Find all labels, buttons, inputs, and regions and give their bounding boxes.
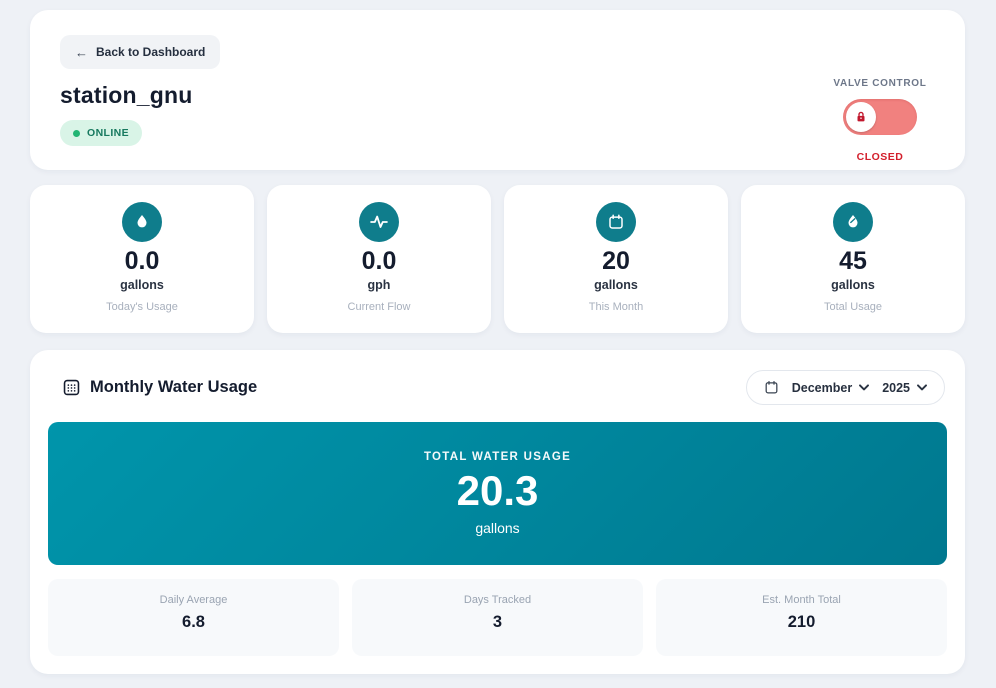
- valve-control: VALVE CONTROL CLOSED: [821, 78, 939, 163]
- stat-unit: gph: [367, 277, 391, 292]
- chevron-down-icon: [859, 384, 870, 391]
- substat-label: Days Tracked: [463, 594, 532, 606]
- total-usage-unit: gallons: [475, 519, 520, 536]
- substat-est-month-total: Est. Month Total 210: [656, 579, 947, 656]
- stat-label: Current Flow: [347, 300, 411, 313]
- substat-value: 3: [492, 613, 503, 631]
- stat-card-todays-usage: 0.0 gallons Today's Usage: [30, 185, 254, 333]
- substat-days-tracked: Days Tracked 3: [352, 579, 643, 656]
- stat-label: Total Usage: [823, 300, 883, 313]
- station-title: station_gnu: [60, 82, 193, 108]
- monthly-header: Monthly Water Usage December 2025: [48, 368, 947, 405]
- stat-unit: gallons: [831, 277, 875, 292]
- stat-value: 20: [602, 247, 630, 275]
- substat-value: 6.8: [182, 613, 205, 631]
- back-button-label: Back to Dashboard: [96, 45, 206, 59]
- stat-value: 0.0: [124, 247, 160, 275]
- back-to-dashboard-button[interactable]: ← Back to Dashboard: [60, 35, 221, 69]
- valve-control-label: VALVE CONTROL: [833, 78, 927, 89]
- valve-state-label: CLOSED: [856, 151, 904, 163]
- total-usage-label: TOTAL WATER USAGE: [423, 451, 572, 464]
- station-header-card: ← Back to Dashboard station_gnu ONLINE V…: [30, 10, 965, 170]
- status-label: ONLINE: [87, 127, 130, 139]
- year-select-value: 2025: [882, 380, 910, 395]
- year-select[interactable]: 2025: [882, 381, 927, 395]
- water-drop-icon: [122, 202, 162, 242]
- calendar-small-icon: [765, 380, 778, 394]
- monthly-usage-card: Monthly Water Usage December 2025: [30, 350, 965, 674]
- stat-value: 45: [839, 247, 867, 275]
- substat-label: Est. Month Total: [762, 594, 841, 606]
- substat-daily-average: Daily Average 6.8: [48, 579, 339, 656]
- stat-card-current-flow: 0.0 gph Current Flow: [267, 185, 491, 333]
- total-water-usage-panel: TOTAL WATER USAGE 20.3 gallons: [48, 422, 947, 565]
- substat-value: 210: [787, 613, 816, 631]
- valve-toggle-knob: [846, 102, 876, 132]
- stat-label: Today's Usage: [106, 300, 178, 313]
- back-arrow-icon: ←: [75, 44, 88, 60]
- monthly-title-label: Monthly Water Usage: [90, 378, 258, 396]
- chevron-down-icon: [917, 384, 927, 391]
- page: ← Back to Dashboard station_gnu ONLINE V…: [30, 10, 965, 674]
- flow-activity-icon: [359, 202, 399, 242]
- stat-unit: gallons: [594, 277, 638, 292]
- stat-value: 0.0: [361, 247, 397, 275]
- stats-row: 0.0 gallons Today's Usage 0.0 gph Curren…: [30, 185, 965, 333]
- status-badge: ONLINE: [60, 120, 143, 146]
- calendar-grid-icon: [63, 379, 80, 396]
- valve-toggle[interactable]: [843, 99, 917, 135]
- stat-label: This Month: [588, 300, 644, 313]
- monthly-usage-title: Monthly Water Usage: [62, 378, 257, 397]
- stat-unit: gallons: [120, 277, 164, 292]
- total-usage-value: 20.3: [456, 467, 539, 515]
- month-select-value: December: [791, 380, 853, 395]
- droplet-wave-icon: [833, 202, 873, 242]
- calendar-icon: [596, 202, 636, 242]
- stat-card-total-usage: 45 gallons Total Usage: [741, 185, 965, 333]
- online-dot-icon: [73, 129, 80, 137]
- substat-label: Daily Average: [159, 594, 228, 606]
- lock-icon: [857, 111, 865, 122]
- month-select[interactable]: December: [791, 380, 870, 395]
- substats-row: Daily Average 6.8 Days Tracked 3 Est. Mo…: [48, 579, 947, 656]
- stat-card-this-month: 20 gallons This Month: [504, 185, 728, 333]
- period-selector: December 2025: [745, 370, 945, 405]
